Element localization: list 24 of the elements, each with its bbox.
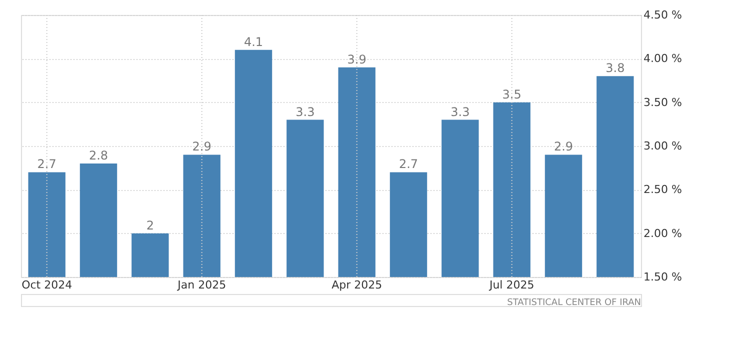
text: STATISTICAL CENTER OF IRAN <box>507 298 641 308</box>
data-label: 2.9 <box>192 140 212 154</box>
data-label: 3.5 <box>502 87 522 102</box>
y-tick-label: 2.50 % <box>644 183 682 196</box>
data-label: 3.9 <box>347 52 366 66</box>
x-tick-label: Jul 2025 <box>488 278 534 292</box>
y-tick-label: 2.00 % <box>644 226 682 240</box>
y-tick-label: 4.50 % <box>644 8 682 22</box>
data-label: 2.7 <box>398 157 418 172</box>
x-tick-label: Apr 2025 <box>332 278 382 292</box>
data-label: 3.3 <box>450 104 470 119</box>
x-tick-label: Jan 2025 <box>176 278 226 292</box>
data-label: 3.3 <box>296 104 315 119</box>
x-tick-label: Oct 2024 <box>22 278 72 292</box>
data-label: 2.9 <box>554 140 574 154</box>
y-tick-label: 4.00 % <box>644 52 682 66</box>
data-label: 2.8 <box>88 148 108 162</box>
y-tick-label: 3.00 % <box>644 140 682 152</box>
data-label: 2 <box>146 218 154 232</box>
data-label: 3.8 <box>606 61 625 76</box>
y-tick-label: 1.50 % <box>644 270 682 284</box>
data-label: 4.1 <box>244 34 264 49</box>
y-tick-label: 3.50 % <box>644 96 682 109</box>
data-label: 2.7 <box>37 157 56 172</box>
